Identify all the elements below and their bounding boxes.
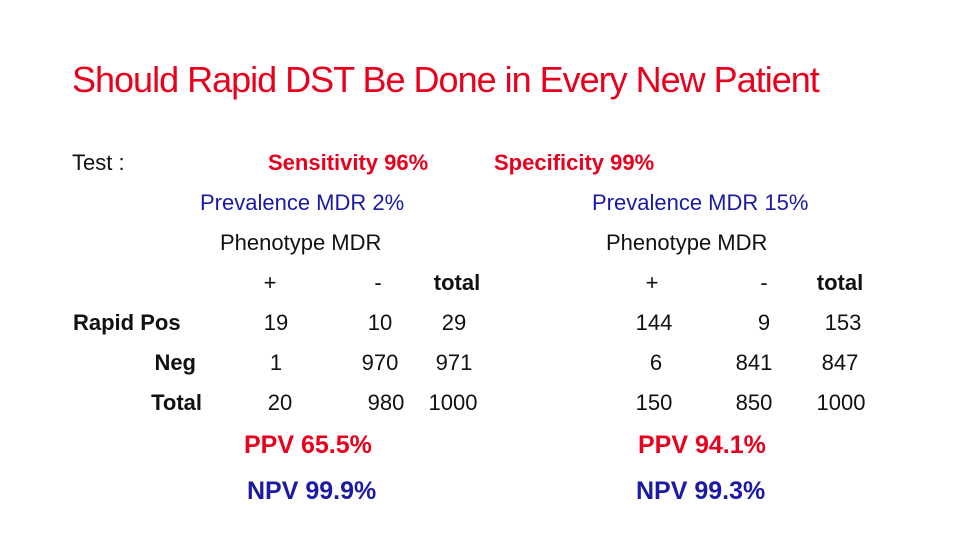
row-label-total: Total xyxy=(151,390,202,415)
right-header-plus: + xyxy=(645,270,659,295)
left-pos-total: 29 xyxy=(441,310,467,335)
row-label-pos: Rapid Pos xyxy=(73,310,181,335)
right-total-plus: 150 xyxy=(635,390,673,415)
right-pos-plus: 144 xyxy=(635,310,673,335)
sensitivity-label: Sensitivity 96% xyxy=(268,150,429,175)
left-neg-minus: 970 xyxy=(361,350,399,375)
left-ppv: PPV 65.5% xyxy=(244,431,372,459)
specificity-label: Specificity 99% xyxy=(494,150,655,175)
right-pos-total: 153 xyxy=(824,310,862,335)
left-prevalence: Prevalence MDR 2% xyxy=(200,190,405,215)
right-pos-minus: 9 xyxy=(757,310,771,335)
left-total-minus: 980 xyxy=(367,390,405,415)
left-neg-total: 971 xyxy=(435,350,473,375)
test-label: Test : xyxy=(72,150,125,175)
left-total-plus: 20 xyxy=(267,390,293,415)
left-header-total: total xyxy=(433,270,481,295)
left-pos-minus: 10 xyxy=(367,310,393,335)
left-header-minus: - xyxy=(374,270,382,295)
slide-title: Should Rapid DST Be Done in Every New Pa… xyxy=(72,59,820,100)
left-total-total: 1000 xyxy=(428,390,478,415)
left-header-plus: + xyxy=(263,270,277,295)
left-npv: NPV 99.9% xyxy=(247,477,377,505)
right-neg-plus: 6 xyxy=(649,350,663,375)
left-neg-plus: 1 xyxy=(269,350,283,375)
right-phenotype-header: Phenotype MDR xyxy=(606,230,768,255)
row-label-neg: Neg xyxy=(154,350,196,375)
left-phenotype-header: Phenotype MDR xyxy=(220,230,382,255)
right-header-total: total xyxy=(816,270,864,295)
right-prevalence: Prevalence MDR 15% xyxy=(592,190,809,215)
right-npv: NPV 99.3% xyxy=(636,477,766,505)
right-ppv: PPV 94.1% xyxy=(638,431,766,459)
left-pos-plus: 19 xyxy=(263,310,289,335)
right-total-minus: 850 xyxy=(735,390,773,415)
right-neg-minus: 841 xyxy=(735,350,773,375)
right-neg-total: 847 xyxy=(821,350,859,375)
right-header-minus: - xyxy=(760,270,768,295)
right-total-total: 1000 xyxy=(816,390,866,415)
